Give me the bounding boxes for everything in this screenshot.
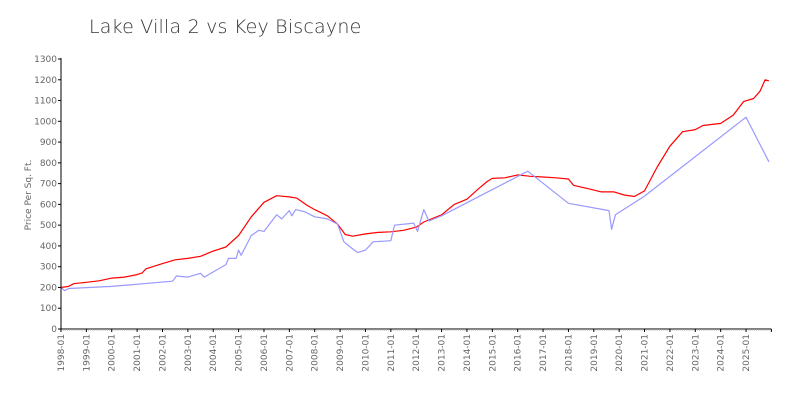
x-tick-label: 2011-01 bbox=[387, 334, 397, 372]
y-tick-label: 900 bbox=[40, 138, 57, 148]
y-tick-label: 700 bbox=[40, 180, 57, 190]
x-tick-label: 2001-01 bbox=[133, 334, 143, 372]
x-tick-label: 2021-01 bbox=[641, 334, 651, 372]
y-tick-label: 300 bbox=[40, 263, 57, 273]
x-tick-label: 2016-01 bbox=[514, 334, 524, 372]
y-tick-label: 1300 bbox=[34, 55, 57, 65]
x-tick-label: 2003-01 bbox=[184, 334, 194, 372]
x-tick-label: 2024-01 bbox=[717, 334, 727, 372]
y-tick-label: 600 bbox=[40, 200, 57, 210]
x-tick-label: 2017-01 bbox=[539, 334, 549, 372]
x-tick-label: 2000-01 bbox=[108, 334, 118, 372]
y-tick-label: 1100 bbox=[34, 97, 57, 107]
y-tick-label: 400 bbox=[40, 242, 57, 252]
x-tick-label: 2012-01 bbox=[412, 334, 422, 372]
y-tick-label: 800 bbox=[40, 159, 57, 169]
x-tick-label: 2007-01 bbox=[285, 334, 295, 372]
x-tick-label: 2008-01 bbox=[311, 334, 321, 372]
y-tick-label: 1000 bbox=[34, 117, 57, 127]
y-tick-label: 1200 bbox=[34, 76, 57, 86]
x-tick-label: 2013-01 bbox=[438, 334, 448, 372]
x-tick-label: 2025-01 bbox=[742, 334, 752, 372]
x-tick-label: 2018-01 bbox=[564, 334, 574, 372]
x-tick-label: 1999-01 bbox=[82, 334, 92, 372]
chart-title: Lake Villa 2 vs Key Biscayne bbox=[89, 16, 362, 38]
x-tick-label: 1998-01 bbox=[57, 334, 67, 372]
x-tick-label: 2006-01 bbox=[260, 334, 270, 372]
x-tick-label: 2014-01 bbox=[463, 334, 473, 372]
x-tick-label: 2023-01 bbox=[691, 334, 701, 372]
x-tick-label: 2015-01 bbox=[488, 334, 498, 372]
y-tick-label: 200 bbox=[40, 283, 57, 293]
x-tick-label: 2022-01 bbox=[666, 334, 676, 372]
x-tick-label: 2005-01 bbox=[235, 334, 245, 372]
series-line-key-biscayne bbox=[60, 116, 770, 292]
series-line-lake-villa-2 bbox=[60, 79, 770, 289]
x-tick-label: 2004-01 bbox=[209, 334, 219, 372]
y-axis-title: Price Per Sq. Ft. bbox=[24, 160, 34, 231]
x-tick-label: 2002-01 bbox=[158, 334, 168, 372]
x-tick-label: 2020-01 bbox=[615, 334, 625, 372]
series-layer bbox=[60, 79, 770, 292]
y-tick-label: 100 bbox=[40, 304, 57, 314]
axes-layer: 0 100 200 300 400 500 600 700 800 900 1000 1100 1200… bbox=[34, 55, 772, 372]
x-tick-label: 2010-01 bbox=[361, 334, 371, 372]
y-tick-label: 0 bbox=[51, 325, 57, 335]
x-tick-label: 2009-01 bbox=[336, 334, 346, 372]
y-tick-label: 500 bbox=[40, 221, 57, 231]
x-tick-label: 2019-01 bbox=[590, 334, 600, 372]
